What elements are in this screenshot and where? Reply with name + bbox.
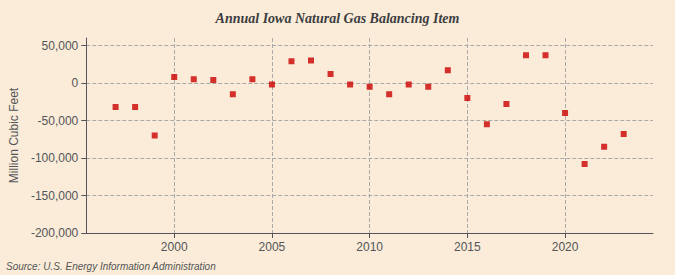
svg-text:50,000: 50,000 [42,39,79,53]
svg-text:Annual Iowa Natural Gas Balanc: Annual Iowa Natural Gas Balancing Item [215,11,460,26]
svg-text:2005: 2005 [259,240,286,254]
svg-text:Million Cubic Feet: Million Cubic Feet [7,87,21,183]
svg-text:2000: 2000 [161,240,188,254]
svg-text:-200,000: -200,000 [31,226,79,240]
svg-text:-150,000: -150,000 [31,189,79,203]
svg-text:Source: U.S. Energy Informatio: Source: U.S. Energy Information Administ… [6,261,216,272]
svg-text:2015: 2015 [454,240,481,254]
svg-text:0: 0 [72,76,79,90]
svg-text:2020: 2020 [552,240,579,254]
svg-text:-100,000: -100,000 [31,151,79,165]
svg-text:-50,000: -50,000 [38,114,79,128]
svg-text:2010: 2010 [356,240,383,254]
